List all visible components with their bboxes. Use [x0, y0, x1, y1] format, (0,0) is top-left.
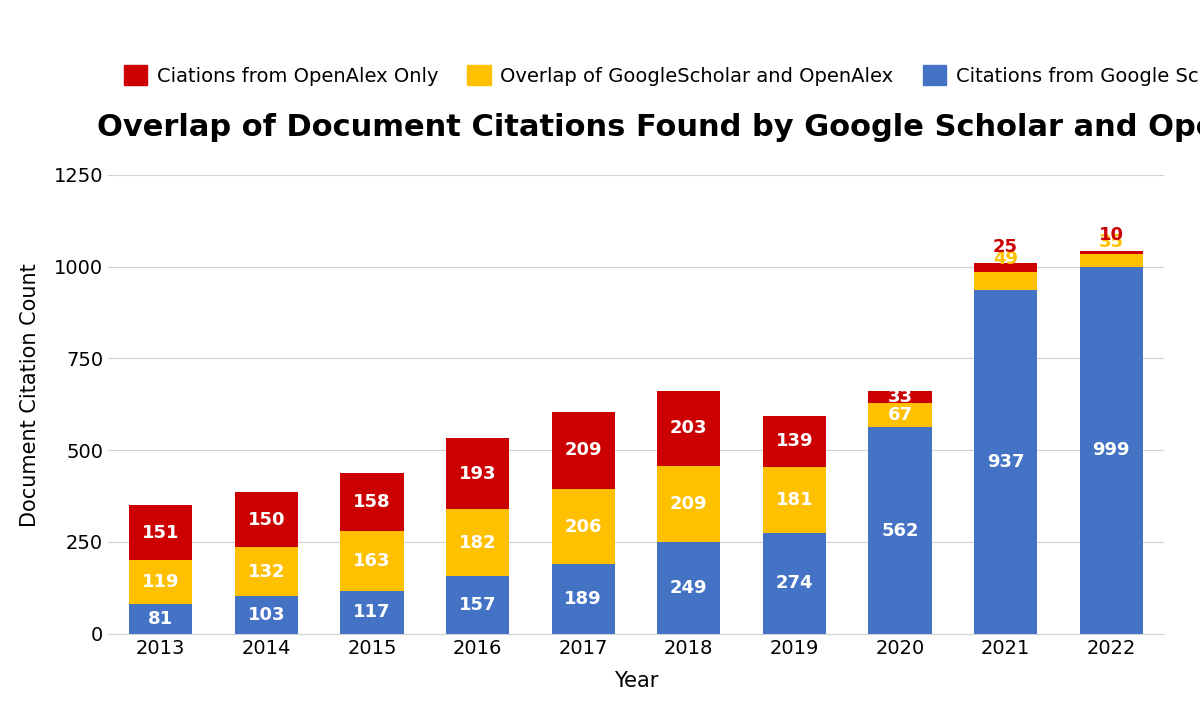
Text: 139: 139 — [775, 432, 814, 450]
Bar — [341, 591, 403, 634]
Bar — [869, 427, 931, 634]
Text: 249: 249 — [670, 579, 708, 597]
Text: 999: 999 — [1092, 441, 1130, 459]
Bar — [1080, 254, 1142, 267]
Bar — [974, 272, 1037, 290]
Text: Overlap of Document Citations Found by Google Scholar and OpenAlex: Overlap of Document Citations Found by G… — [97, 112, 1200, 142]
Bar — [341, 473, 403, 531]
Bar — [974, 290, 1037, 634]
Text: 150: 150 — [247, 511, 286, 529]
Bar — [130, 560, 192, 604]
Bar — [235, 493, 298, 548]
Text: 158: 158 — [353, 493, 391, 511]
Text: 151: 151 — [142, 523, 180, 542]
Text: 49: 49 — [994, 250, 1018, 268]
X-axis label: Year: Year — [614, 671, 658, 691]
Bar — [341, 531, 403, 591]
Text: 10: 10 — [1099, 226, 1123, 244]
Bar — [658, 543, 720, 634]
Bar — [658, 391, 720, 466]
Bar — [1080, 267, 1142, 634]
Bar — [1080, 251, 1142, 254]
Text: 181: 181 — [775, 491, 814, 509]
Bar — [552, 412, 614, 488]
Bar — [552, 565, 614, 634]
Text: 132: 132 — [247, 562, 286, 581]
Bar — [446, 576, 509, 634]
Text: 206: 206 — [564, 518, 602, 535]
Text: 193: 193 — [458, 465, 497, 483]
Text: 209: 209 — [670, 495, 708, 513]
Bar — [763, 533, 826, 634]
Text: 189: 189 — [564, 590, 602, 608]
Text: 33: 33 — [888, 388, 912, 406]
Text: 203: 203 — [670, 419, 708, 437]
Y-axis label: Document Citation Count: Document Citation Count — [19, 263, 40, 527]
Text: 67: 67 — [888, 406, 912, 424]
Bar — [869, 403, 931, 427]
Text: 182: 182 — [458, 534, 497, 552]
Bar — [763, 467, 826, 533]
Text: 163: 163 — [353, 552, 391, 570]
Text: 274: 274 — [775, 575, 814, 592]
Bar — [235, 596, 298, 634]
Bar — [552, 488, 614, 565]
Bar — [869, 391, 931, 403]
Text: 25: 25 — [994, 238, 1018, 256]
Bar — [130, 505, 192, 560]
Text: 117: 117 — [353, 603, 391, 621]
Bar — [658, 466, 720, 543]
Text: 81: 81 — [149, 609, 173, 628]
Text: 103: 103 — [247, 606, 286, 624]
Legend: Ciations from OpenAlex Only, Overlap of GoogleScholar and OpenAlex, Citations fr: Ciations from OpenAlex Only, Overlap of … — [118, 60, 1200, 92]
Bar — [763, 416, 826, 467]
Text: 937: 937 — [986, 453, 1025, 471]
Text: 562: 562 — [881, 522, 919, 540]
Text: 157: 157 — [458, 596, 497, 614]
Bar — [446, 509, 509, 576]
Bar — [235, 548, 298, 596]
Text: 209: 209 — [564, 441, 602, 459]
Bar — [974, 263, 1037, 272]
Bar — [446, 439, 509, 509]
Text: 119: 119 — [142, 573, 180, 591]
Text: 35: 35 — [1099, 233, 1123, 251]
Bar — [130, 604, 192, 634]
